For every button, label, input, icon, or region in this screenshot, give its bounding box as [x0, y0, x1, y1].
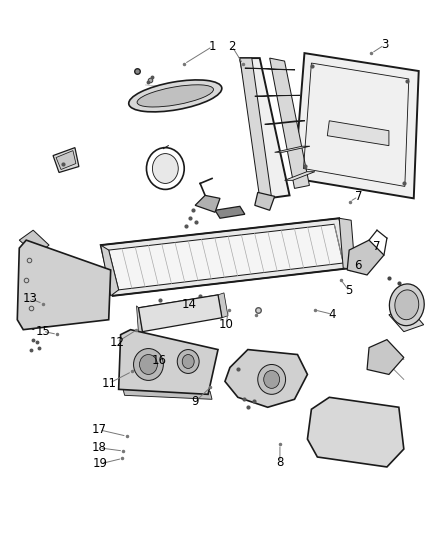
- Polygon shape: [245, 68, 295, 70]
- Polygon shape: [53, 148, 79, 173]
- Text: 9: 9: [191, 395, 199, 408]
- Ellipse shape: [177, 350, 199, 374]
- Text: 1: 1: [209, 40, 216, 53]
- Text: 16: 16: [152, 354, 166, 367]
- Polygon shape: [327, 121, 389, 146]
- Text: 19: 19: [93, 457, 108, 470]
- Text: 7: 7: [373, 240, 380, 253]
- Polygon shape: [294, 53, 419, 198]
- Polygon shape: [218, 293, 228, 318]
- Polygon shape: [225, 350, 307, 407]
- Text: 4: 4: [328, 308, 336, 321]
- Ellipse shape: [134, 349, 163, 381]
- Text: 3: 3: [381, 38, 388, 51]
- Polygon shape: [101, 218, 351, 296]
- Ellipse shape: [140, 354, 157, 375]
- Text: 15: 15: [35, 325, 50, 338]
- Polygon shape: [339, 218, 355, 270]
- Ellipse shape: [264, 370, 279, 389]
- Text: 6: 6: [354, 259, 362, 272]
- Polygon shape: [347, 240, 384, 275]
- Ellipse shape: [152, 154, 178, 183]
- Ellipse shape: [129, 80, 222, 112]
- Polygon shape: [25, 248, 101, 318]
- Polygon shape: [389, 308, 424, 332]
- Polygon shape: [270, 58, 309, 188]
- Text: 13: 13: [22, 292, 37, 305]
- Polygon shape: [17, 240, 111, 330]
- Polygon shape: [265, 121, 305, 124]
- Text: 10: 10: [219, 318, 233, 332]
- Polygon shape: [215, 206, 245, 218]
- Ellipse shape: [258, 365, 286, 394]
- Text: 5: 5: [345, 284, 353, 297]
- Polygon shape: [240, 58, 290, 198]
- Polygon shape: [19, 230, 49, 255]
- Ellipse shape: [395, 290, 419, 320]
- Polygon shape: [123, 387, 212, 399]
- Polygon shape: [195, 196, 220, 212]
- Polygon shape: [119, 330, 218, 394]
- Polygon shape: [138, 295, 220, 317]
- Polygon shape: [56, 151, 76, 169]
- Polygon shape: [285, 172, 315, 180]
- Text: 2: 2: [228, 40, 236, 53]
- Text: 7: 7: [354, 190, 362, 203]
- Text: 17: 17: [92, 423, 107, 437]
- Polygon shape: [275, 146, 310, 152]
- Polygon shape: [314, 404, 397, 459]
- Polygon shape: [307, 397, 404, 467]
- Polygon shape: [232, 358, 297, 401]
- Polygon shape: [240, 58, 272, 198]
- Text: 12: 12: [109, 336, 124, 349]
- Polygon shape: [255, 95, 300, 96]
- Ellipse shape: [137, 85, 213, 107]
- Text: 18: 18: [92, 441, 107, 454]
- Text: 14: 14: [182, 298, 197, 311]
- Polygon shape: [255, 192, 275, 211]
- Ellipse shape: [182, 354, 194, 368]
- Polygon shape: [137, 306, 142, 334]
- Polygon shape: [138, 295, 222, 332]
- Polygon shape: [367, 340, 404, 375]
- Text: 11: 11: [102, 377, 117, 390]
- Text: 8: 8: [276, 456, 284, 469]
- Polygon shape: [101, 245, 119, 296]
- Polygon shape: [19, 305, 49, 330]
- Ellipse shape: [389, 284, 424, 326]
- Polygon shape: [109, 224, 343, 290]
